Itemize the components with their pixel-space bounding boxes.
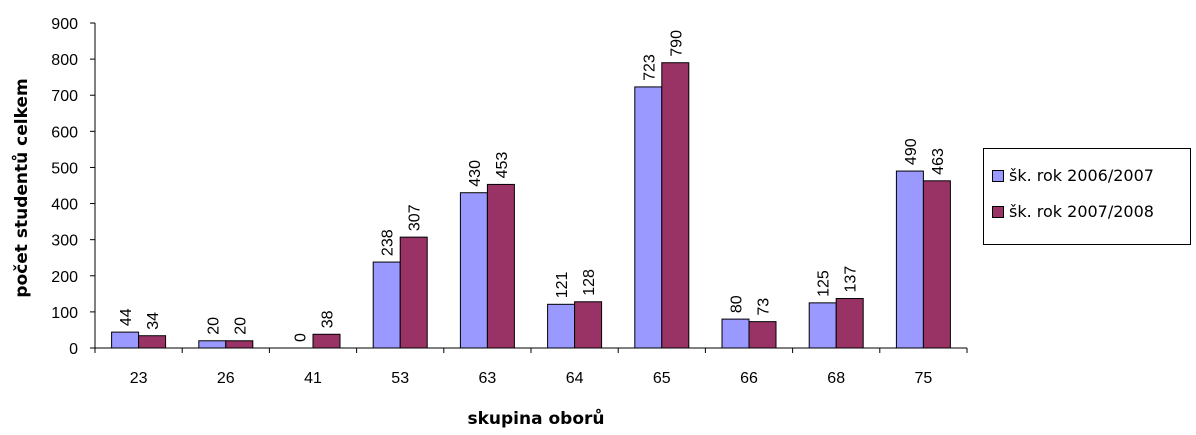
x-category-label: 68 bbox=[827, 370, 845, 387]
x-category-label: 63 bbox=[479, 370, 497, 387]
data-label: 790 bbox=[668, 30, 685, 57]
x-category-label: 65 bbox=[653, 370, 671, 387]
bar bbox=[547, 303, 576, 349]
bar bbox=[372, 261, 401, 349]
x-category-label: 41 bbox=[304, 370, 322, 387]
bar-series bbox=[111, 62, 951, 349]
data-label: 430 bbox=[467, 160, 484, 187]
data-label: 238 bbox=[380, 229, 397, 256]
y-tick-label: 0 bbox=[69, 341, 78, 358]
data-label: 121 bbox=[554, 272, 571, 299]
bar bbox=[835, 298, 864, 349]
bar bbox=[225, 340, 254, 349]
x-category-label: 66 bbox=[740, 370, 758, 387]
y-tick-label: 700 bbox=[51, 88, 78, 105]
data-label: 20 bbox=[232, 317, 249, 335]
y-axis-title: počet studentů celkem bbox=[10, 78, 32, 297]
data-label: 723 bbox=[641, 54, 658, 81]
data-label: 137 bbox=[843, 266, 860, 293]
data-label: 80 bbox=[729, 295, 746, 313]
legend-label: šk. rok 2006/2007 bbox=[1009, 166, 1154, 185]
legend-swatch bbox=[992, 205, 1004, 218]
bar bbox=[399, 236, 428, 349]
data-label: 34 bbox=[145, 312, 162, 330]
y-tick-label: 600 bbox=[51, 124, 78, 141]
data-label: 307 bbox=[407, 204, 424, 231]
bar bbox=[459, 192, 488, 349]
data-label: 38 bbox=[320, 310, 337, 328]
data-label: 44 bbox=[118, 308, 135, 326]
x-category-label: 23 bbox=[130, 370, 148, 387]
y-tick-label: 300 bbox=[51, 233, 78, 250]
bar bbox=[721, 318, 750, 349]
data-label: 0 bbox=[293, 333, 310, 342]
x-category-label: 53 bbox=[391, 370, 409, 387]
y-tick-label: 400 bbox=[51, 197, 78, 214]
y-tick-label: 800 bbox=[51, 52, 78, 69]
x-category-label: 75 bbox=[915, 370, 933, 387]
bar bbox=[808, 302, 837, 349]
legend-item-2007: šk. rok 2007/2008 bbox=[992, 202, 1154, 221]
data-label: 490 bbox=[903, 138, 920, 165]
x-category-label: 26 bbox=[217, 370, 235, 387]
x-axis-categories: 23 26 41 53 63 64 65 66 68 75 bbox=[130, 370, 933, 387]
data-label: 463 bbox=[930, 148, 947, 175]
legend-item-2006: šk. rok 2006/2007 bbox=[992, 166, 1154, 185]
bar bbox=[574, 301, 603, 349]
legend-label: šk. rok 2007/2008 bbox=[1009, 202, 1154, 221]
data-label: 20 bbox=[205, 317, 222, 335]
data-label: 128 bbox=[581, 269, 598, 296]
bar bbox=[138, 335, 167, 349]
y-tick-label: 100 bbox=[51, 305, 78, 322]
x-category-label: 64 bbox=[566, 370, 584, 387]
y-axis-ticks: 0 100 200 300 400 500 600 700 800 900 bbox=[51, 16, 95, 358]
bar bbox=[486, 183, 515, 349]
bar bbox=[312, 333, 341, 349]
x-axis-title: skupina oborů bbox=[467, 407, 604, 429]
data-labels: 44 34 20 20 0 38 238 307 430 453 121 128 723 790 80 73 1… bbox=[118, 30, 947, 342]
y-tick-label: 900 bbox=[51, 16, 78, 33]
chart-legend: šk. rok 2006/2007 šk. rok 2007/2008 bbox=[983, 148, 1191, 245]
data-label: 73 bbox=[756, 298, 773, 316]
y-tick-label: 500 bbox=[51, 160, 78, 177]
bar bbox=[111, 331, 140, 349]
bar bbox=[661, 62, 690, 349]
bar bbox=[748, 321, 777, 349]
legend-swatch bbox=[992, 169, 1004, 182]
y-tick-label: 200 bbox=[51, 269, 78, 286]
data-label: 125 bbox=[816, 270, 833, 297]
bar bbox=[198, 340, 227, 349]
bar bbox=[634, 86, 663, 349]
bar bbox=[895, 170, 924, 349]
data-label: 453 bbox=[494, 152, 511, 179]
bar bbox=[922, 180, 951, 349]
